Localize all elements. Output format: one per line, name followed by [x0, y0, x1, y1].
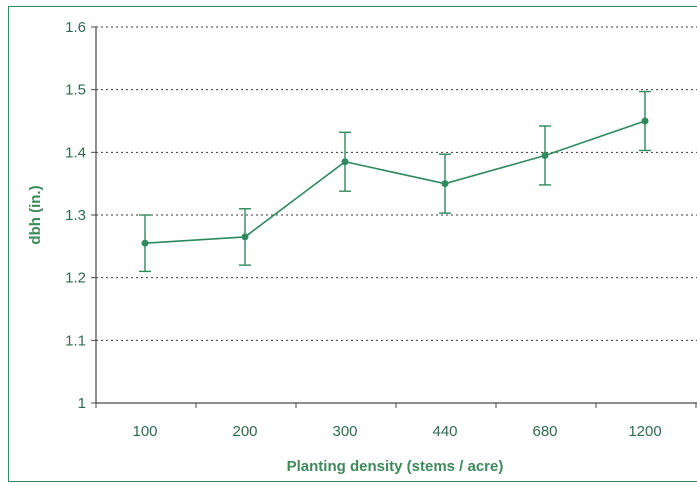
x-tick-label: 100	[132, 423, 157, 440]
data-point	[141, 239, 149, 247]
x-axis-title: Planting density (stems / acre)	[287, 458, 504, 475]
gridlines	[96, 26, 697, 341]
y-tick-label: 1.1	[65, 332, 86, 349]
y-tick-label: 1.3	[65, 207, 86, 224]
data-point	[441, 180, 449, 188]
x-tick-label: 200	[232, 423, 257, 440]
data-point	[341, 158, 349, 166]
data-point	[641, 117, 649, 125]
y-tick-label: 1.2	[65, 270, 86, 287]
x-tick-label: 300	[332, 423, 357, 440]
x-tick-label: 440	[432, 423, 457, 440]
series-line	[144, 120, 646, 244]
x-tick-label: 1200	[628, 423, 661, 440]
data-point	[541, 151, 549, 159]
data-point	[241, 233, 249, 241]
y-tick-label: 1.4	[65, 144, 86, 161]
y-tick-labels: 1 1.1 1.2 1.3 1.4 1.5 1.6	[65, 19, 96, 412]
x-tick-labels: 100 200 300 440 680 1200	[95, 403, 697, 440]
y-tick-label: 1.6	[65, 19, 86, 36]
y-tick-label: 1	[78, 395, 86, 412]
x-tick-label: 680	[532, 423, 557, 440]
error-bars	[139, 90, 651, 273]
y-axis-title: dbh (in.)	[27, 185, 44, 244]
data-points	[141, 117, 649, 247]
y-tick-label: 1.5	[65, 82, 86, 99]
